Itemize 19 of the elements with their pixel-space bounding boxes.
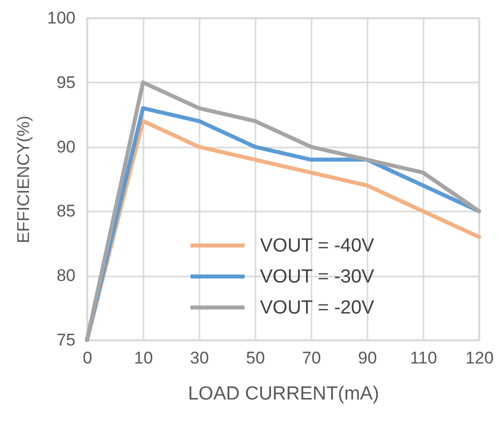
x-tick-label: 10 <box>134 348 153 368</box>
y-tick-label: 85 <box>56 202 76 221</box>
x-tick-label: 110 <box>410 348 438 368</box>
x-tick-label: 30 <box>190 348 209 368</box>
x-axis-title: LOAD CURRENT(mA) <box>188 384 380 404</box>
y-axis-title: EFFICIENCY(%) <box>14 116 34 244</box>
x-tick-label: 90 <box>358 348 377 368</box>
x-tick-label: 0 <box>82 348 92 368</box>
x-tick-label: 50 <box>246 348 265 368</box>
y-tick-label: 100 <box>47 8 76 28</box>
legend-label: VOUT = -40V <box>260 236 375 256</box>
y-tick-label: 95 <box>56 72 76 92</box>
y-tick-label: 90 <box>56 137 76 156</box>
x-tick-label: 120 <box>465 348 494 368</box>
y-tick-label: 75 <box>56 330 76 350</box>
y-tick-label: 80 <box>56 266 76 286</box>
legend-label: VOUT = -30V <box>260 266 375 288</box>
legend-label: VOUT = -20V <box>260 298 375 318</box>
x-tick-label: 70 <box>302 348 321 368</box>
